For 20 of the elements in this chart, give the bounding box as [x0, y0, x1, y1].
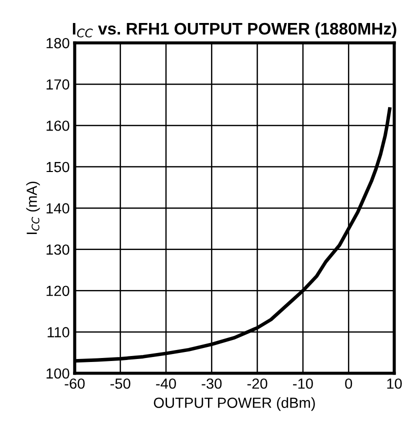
y-tick-label: 130: [46, 244, 70, 255]
x-axis-title: OUTPUT POWER (dBm): [154, 397, 315, 411]
chart-title: I$_{CC}$ vs. RFH1 OUTPUT POWER (1880MHz): [72, 22, 396, 38]
x-tick-label: 10: [387, 378, 402, 389]
x-tick-label: -40: [156, 378, 176, 389]
y-tick-label: 140: [46, 203, 70, 214]
y-tick-label: 160: [46, 120, 70, 131]
y-tick-label: 180: [46, 38, 70, 48]
x-tick-label: -50: [110, 378, 130, 389]
x-tick-label: -10: [293, 378, 313, 389]
y-axis-title: I$_{CC}$ (mA): [26, 182, 40, 234]
y-tick-label: 100: [46, 368, 70, 379]
y-tick-label: 170: [46, 79, 70, 90]
x-tick-label: -30: [202, 378, 222, 389]
y-tick-label: 150: [46, 162, 70, 172]
x-tick-label: 0: [345, 378, 352, 389]
y-tick-label: 110: [48, 327, 70, 338]
x-tick-label: -20: [247, 378, 268, 389]
x-tick-label: -60: [64, 378, 85, 389]
y-tick-label: 120: [46, 286, 70, 296]
